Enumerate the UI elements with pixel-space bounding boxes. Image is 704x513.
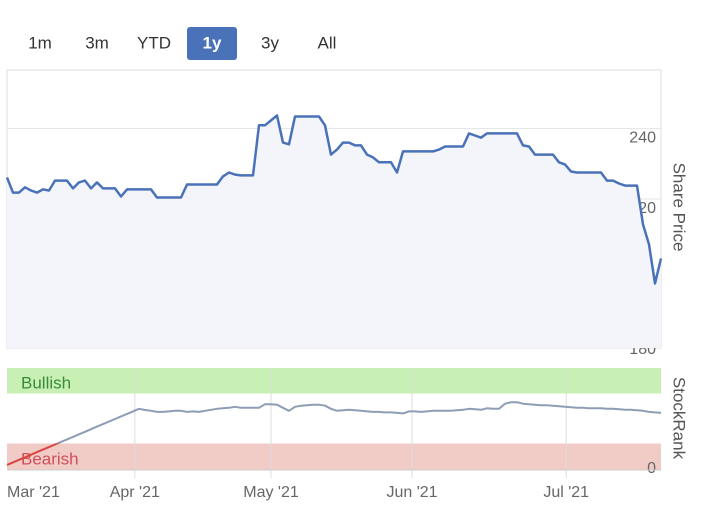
line: [6, 401, 662, 466]
range-button[interactable]: 3m: [85, 33, 109, 52]
band: [7, 443, 661, 470]
range-button-label: 3m: [85, 33, 109, 52]
x-tick-label: May '21: [243, 484, 299, 501]
y-tick-label: 240: [629, 130, 656, 147]
x-tick-label: Jun '21: [386, 484, 437, 501]
range-button[interactable]: All: [318, 33, 337, 52]
band-label: Bearish: [21, 449, 79, 468]
range-button-bg: [187, 27, 237, 60]
band-label: Bullish: [21, 373, 71, 392]
y-axis-title: Share Price: [670, 163, 689, 252]
y-axis-title: StockRank: [670, 377, 689, 460]
range-button[interactable]: 3y: [261, 33, 279, 52]
range-button-label: 1m: [28, 33, 52, 52]
range-button[interactable]: 1m: [28, 33, 52, 52]
x-tick-label: Apr '21: [110, 484, 160, 501]
range-button-label: 1y: [203, 33, 222, 52]
range-button-label: YTD: [137, 33, 171, 52]
line: [5, 114, 663, 285]
range-button-label: All: [318, 33, 337, 52]
x-tick-label: Mar '21: [7, 484, 60, 501]
y-tick-label: 0: [647, 460, 656, 477]
area: [7, 115, 661, 348]
range-button[interactable]: YTD: [137, 33, 171, 52]
band: [7, 368, 661, 394]
range-button[interactable]: 1y: [187, 27, 237, 60]
range-button-label: 3y: [261, 33, 279, 52]
x-tick-label: Jul '21: [543, 484, 589, 501]
